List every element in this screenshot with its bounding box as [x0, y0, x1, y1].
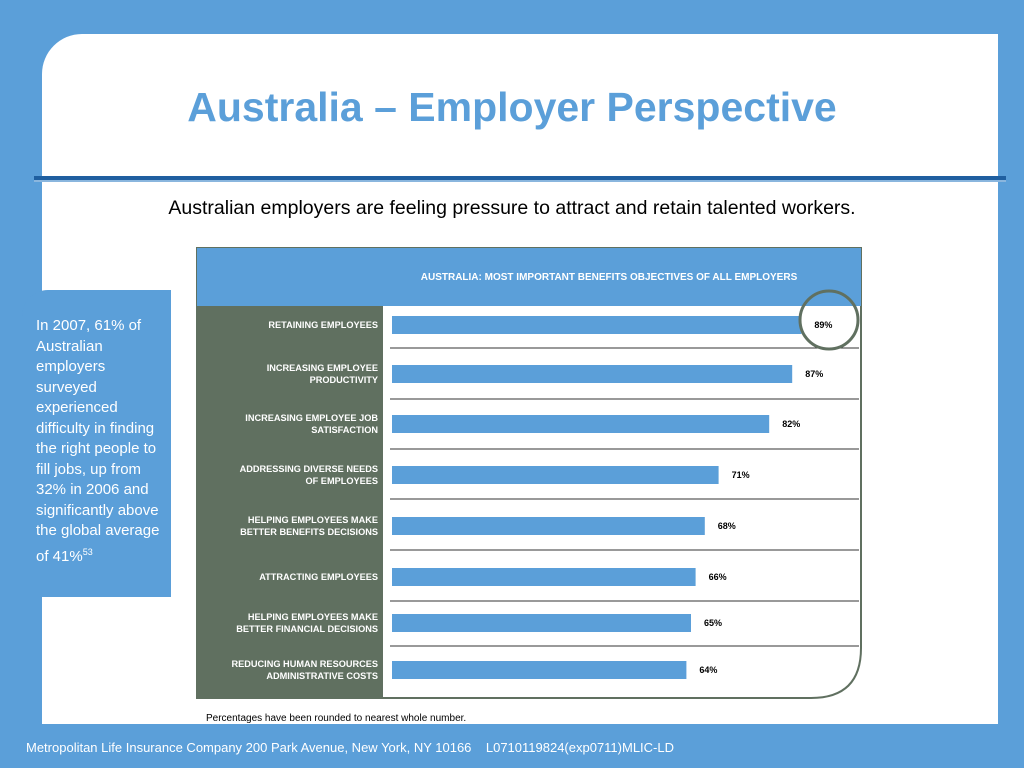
callout-text: In 2007, 61% of Australian employers sur… — [36, 316, 170, 567]
slide-title: Australia – Employer Perspective — [187, 84, 837, 130]
slide-subtitle: Australian employers are feeling pressur… — [168, 197, 856, 219]
value-label: 82% — [782, 419, 800, 429]
bar — [392, 466, 719, 484]
callout-box — [22, 290, 171, 597]
bar — [392, 415, 770, 433]
footer-text: Metropolitan Life Insurance Company 200 … — [26, 740, 675, 755]
category-label: REDUCING HUMAN RESOURCES ADMINISTRATIVE C… — [232, 659, 379, 681]
category-label: ADDRESSING DIVERSE NEEDS OF EMPLOYEES — [240, 464, 378, 486]
bar — [392, 517, 705, 535]
category-label: HELPING EMPLOYEES MAKE BETTER BENEFITS DE… — [240, 515, 378, 537]
bar — [392, 316, 802, 334]
title-divider — [34, 176, 1006, 182]
bar — [392, 614, 691, 632]
bar — [392, 661, 687, 679]
bar — [392, 365, 793, 383]
category-label: HELPING EMPLOYEES MAKE BETTER FINANCIAL D… — [236, 612, 378, 634]
chart-header — [197, 248, 861, 306]
value-label: 87% — [805, 369, 823, 379]
bar — [392, 568, 696, 586]
value-label: 64% — [699, 665, 717, 675]
highlight-circle — [798, 289, 860, 351]
chart-title: AUSTRALIA: MOST IMPORTANT BENEFITS OBJEC… — [421, 272, 798, 283]
category-label: INCREASING EMPLOYEE JOB SATISFACTION — [245, 413, 378, 435]
value-label: 71% — [732, 470, 750, 480]
callout-body: In 2007, 61% of Australian employers sur… — [36, 317, 160, 565]
value-label: 89% — [814, 320, 832, 330]
value-label: 68% — [718, 521, 736, 531]
category-panel — [197, 306, 383, 698]
category-label: RETAINING EMPLOYEES — [268, 320, 378, 330]
chart-note: Percentages have been rounded to nearest… — [206, 713, 467, 724]
category-label: INCREASING EMPLOYEE PRODUCTIVITY — [267, 363, 378, 385]
value-label: 65% — [704, 618, 722, 628]
category-label: ATTRACTING EMPLOYEES — [259, 572, 378, 582]
callout-footnote: 53 — [82, 546, 93, 557]
value-label: 66% — [709, 572, 727, 582]
